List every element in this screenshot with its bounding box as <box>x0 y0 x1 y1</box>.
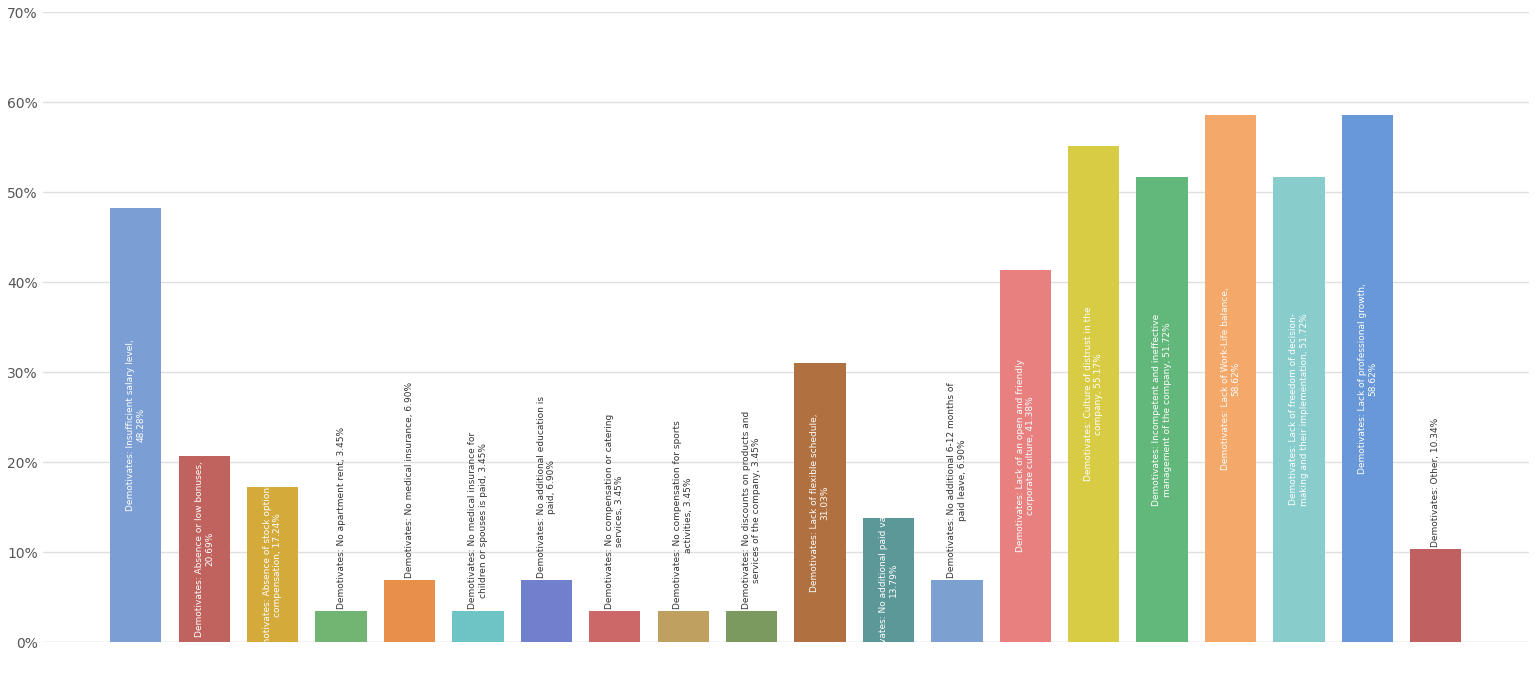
Bar <box>590 611 641 642</box>
Bar <box>384 580 435 642</box>
Bar <box>178 456 230 642</box>
Text: Demotivates: No additional paid vacation,
13.79%: Demotivates: No additional paid vacation… <box>879 484 899 675</box>
Text: Demotivates: No discounts on products and
services of the company, 3.45%: Demotivates: No discounts on products an… <box>742 411 762 609</box>
Text: Demotivates: Insufficient salary level,
48.28%: Demotivates: Insufficient salary level, … <box>126 339 146 511</box>
Text: Demotivates: Lack of an open and friendly
corporate culture, 41.38%: Demotivates: Lack of an open and friendl… <box>1015 359 1035 552</box>
Text: Demotivates: Lack of freedom of decision-
making and their implementation, 51.72: Demotivates: Lack of freedom of decision… <box>1289 313 1309 506</box>
Bar <box>727 611 777 642</box>
Bar <box>1273 177 1324 642</box>
Bar <box>1342 115 1393 642</box>
Text: Demotivates: No medical insurance, 6.90%: Demotivates: No medical insurance, 6.90% <box>406 382 415 579</box>
Text: Demotivates: Other, 10.34%: Demotivates: Other, 10.34% <box>1432 418 1441 547</box>
Bar <box>452 611 504 642</box>
Text: Demotivates: No apartment rent, 3.45%: Demotivates: No apartment rent, 3.45% <box>336 427 346 609</box>
Text: Demotivates: Absence or low bonuses,
20.69%: Demotivates: Absence or low bonuses, 20.… <box>195 461 214 637</box>
Bar <box>863 518 914 642</box>
Bar <box>657 611 708 642</box>
Text: Demotivates: Culture of distrust in the
company, 55.17%: Demotivates: Culture of distrust in the … <box>1084 307 1103 481</box>
Text: Demotivates: No additional education is
paid, 6.90%: Demotivates: No additional education is … <box>536 397 556 579</box>
Bar <box>1137 177 1187 642</box>
Text: Demotivates: No compensation or catering
services, 3.45%: Demotivates: No compensation or catering… <box>605 414 625 609</box>
Bar <box>794 363 846 642</box>
Text: Demotivates: No additional 6-12 months of
paid leave, 6.90%: Demotivates: No additional 6-12 months o… <box>948 383 966 579</box>
Bar <box>247 487 298 642</box>
Text: Demotivates: Incompetent and ineffective
management of the company, 51.72%: Demotivates: Incompetent and ineffective… <box>1152 313 1172 506</box>
Bar <box>111 208 161 642</box>
Text: Demotivates: Lack of professional growth,
58.62%: Demotivates: Lack of professional growth… <box>1358 283 1378 474</box>
Bar <box>1204 115 1256 642</box>
Text: Demotivates: No compensation for sports
activities, 3.45%: Demotivates: No compensation for sports … <box>673 421 693 609</box>
Text: Demotivates: Lack of flexible schedule,
31.03%: Demotivates: Lack of flexible schedule, … <box>811 413 829 592</box>
Text: Demotivates: Absence of stock options or
compensation, 17.24%: Demotivates: Absence of stock options or… <box>263 470 283 659</box>
Bar <box>1068 146 1120 642</box>
Text: Demotivates: Lack of Work-Life balance,
58.62%: Demotivates: Lack of Work-Life balance, … <box>1221 287 1240 470</box>
Text: Demotivates: No medical insurance for
children or spouses is paid, 3.45%: Demotivates: No medical insurance for ch… <box>468 432 487 609</box>
Bar <box>521 580 571 642</box>
Bar <box>1000 270 1051 642</box>
Bar <box>315 611 367 642</box>
Bar <box>1410 549 1461 642</box>
Bar <box>931 580 983 642</box>
